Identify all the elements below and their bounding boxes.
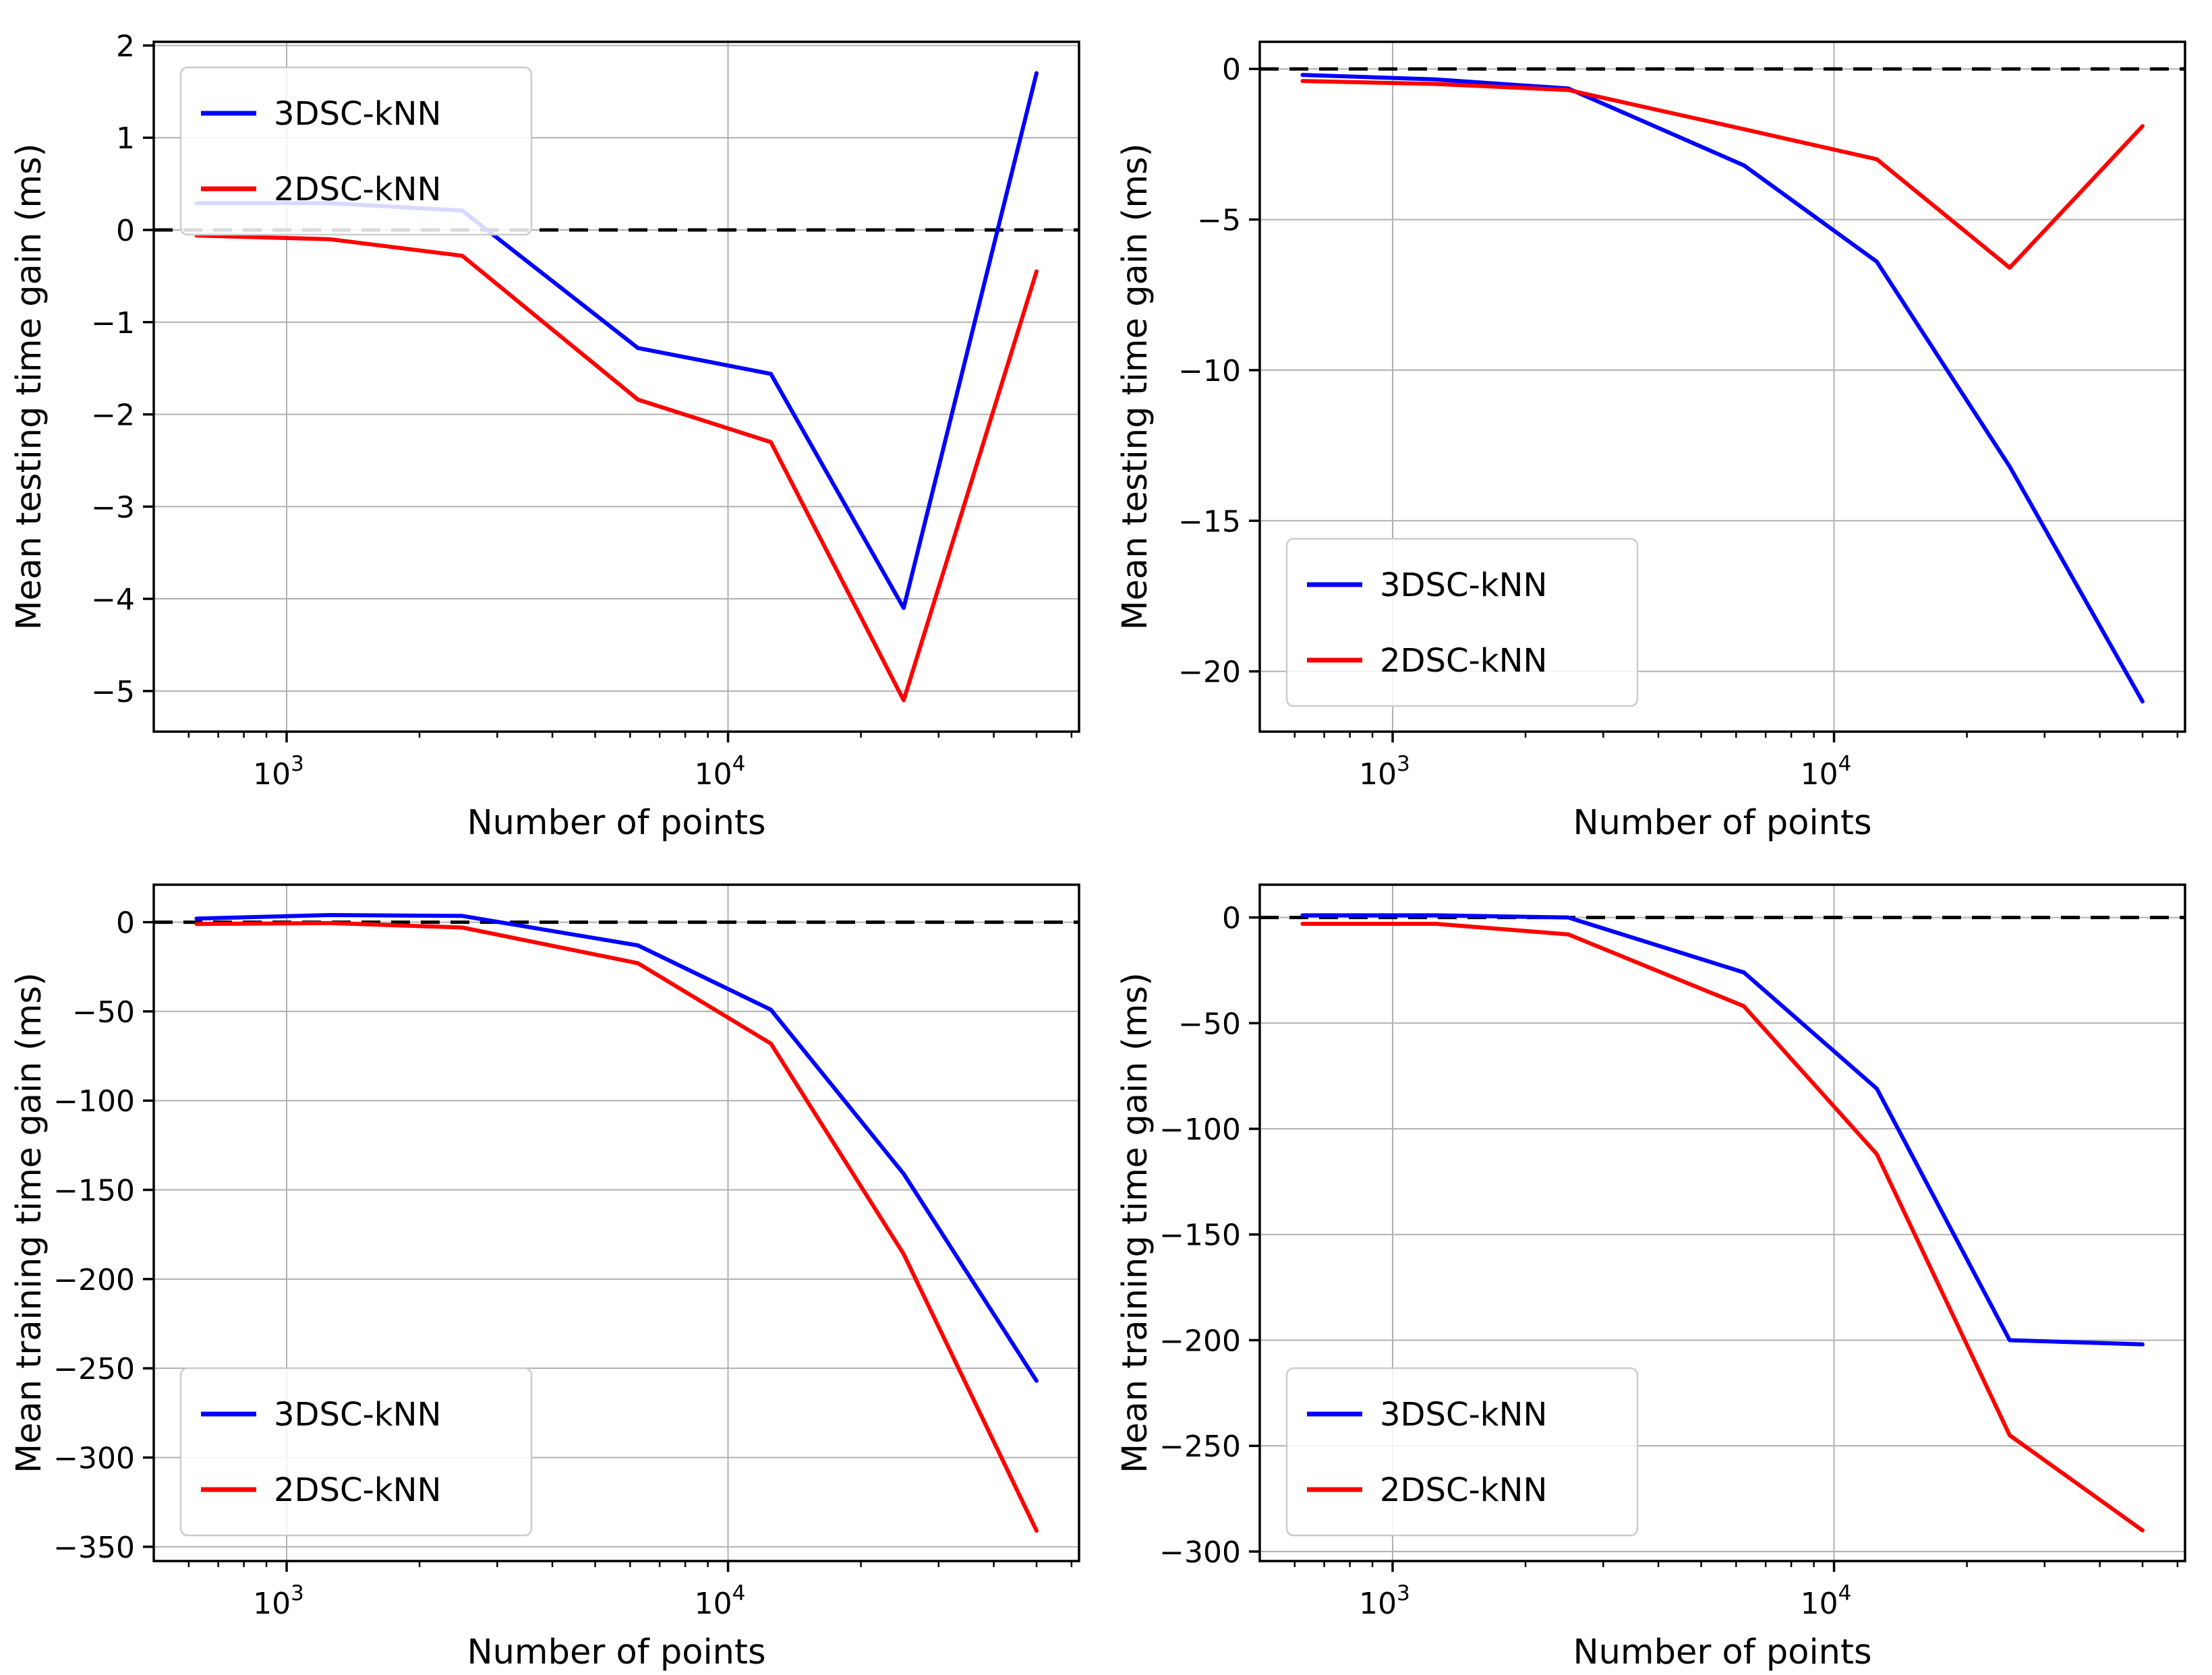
- y-tick-label: −2: [91, 399, 135, 433]
- x-tick-label: 104: [695, 1581, 746, 1621]
- y-tick-label: −50: [72, 995, 135, 1030]
- y-axis-label: Mean testing time gain (ms): [1115, 144, 1155, 630]
- y-tick-label: −10: [1178, 354, 1241, 388]
- y-tick-label: −100: [1159, 1113, 1241, 1147]
- legend-label: 3DSC-kNN: [274, 95, 441, 133]
- y-tick-label: −150: [53, 1174, 135, 1208]
- y-tick-label: −250: [1159, 1430, 1241, 1464]
- x-tick-label: 103: [1359, 1581, 1410, 1621]
- y-tick-label: 1: [116, 121, 135, 156]
- series-line-3dsc-knn: [194, 913, 1039, 1383]
- subplot-top-right: 103 104 0 −5 −10 −15 −20 Number of points Mean t…: [1115, 40, 2186, 843]
- series-line-3dsc-knn: [1300, 913, 2145, 1347]
- x-axis-label: Number of points: [467, 803, 765, 843]
- legend-box: [179, 1367, 533, 1537]
- legend-label: 2DSC-kNN: [274, 171, 441, 208]
- y-tick-label: −300: [53, 1442, 135, 1476]
- legend-label: 3DSC-kNN: [1380, 1396, 1547, 1434]
- legend: 3DSC-kNN 2DSC-kNN: [179, 1367, 533, 1537]
- legend-box: [1285, 537, 1639, 707]
- y-axis-label: Mean training time gain (ms): [1115, 972, 1155, 1473]
- y-axis-label: Mean testing time gain (ms): [9, 144, 49, 630]
- x-tick-label: 104: [695, 752, 746, 792]
- y-tick-label: −5: [1197, 204, 1241, 238]
- x-tick-label: 104: [1801, 1581, 1852, 1621]
- y-tick-label: −5: [91, 675, 135, 709]
- y-tick-label: −100: [53, 1084, 135, 1119]
- y-tick-label: −20: [1178, 655, 1241, 690]
- y-tick-label: −150: [1159, 1218, 1241, 1253]
- y-tick-label: −200: [1159, 1324, 1241, 1358]
- y-tick-label: 2: [116, 29, 135, 63]
- y-tick-label: −250: [53, 1352, 135, 1386]
- legend-label: 3DSC-kNN: [274, 1396, 441, 1434]
- legend-box: [1285, 1367, 1639, 1537]
- axes-frame: [1258, 883, 2186, 1562]
- y-tick-label: −50: [1178, 1007, 1241, 1041]
- legend-label: 2DSC-kNN: [1380, 642, 1547, 680]
- legend-label: 2DSC-kNN: [274, 1471, 441, 1509]
- x-tick-label: 104: [1801, 752, 1852, 792]
- legend: 3DSC-kNN 2DSC-kNN: [179, 66, 533, 236]
- y-tick-label: 0: [116, 214, 135, 248]
- legend: 3DSC-kNN 2DSC-kNN: [1285, 537, 1639, 707]
- x-tick-label: 103: [1359, 752, 1410, 792]
- series-line-2dsc-knn: [1300, 79, 2145, 270]
- axes-frame: [152, 40, 1080, 733]
- x-tick-label: 103: [253, 752, 304, 792]
- x-axis-label: Number of points: [1573, 1633, 1871, 1672]
- subplot-bottom-right: 103 104 0 −50 −100 −150 −200 −250 −300 Number of …: [1115, 883, 2186, 1672]
- y-tick-label: −350: [53, 1531, 135, 1565]
- legend-box: [179, 66, 533, 236]
- y-tick-label: −4: [91, 583, 135, 617]
- series-line-2dsc-knn: [194, 233, 1039, 703]
- legend-label: 3DSC-kNN: [1380, 566, 1547, 604]
- y-tick-label: 0: [1222, 902, 1241, 936]
- y-tick-label: 0: [1222, 53, 1241, 87]
- y-tick-label: −15: [1178, 504, 1241, 539]
- y-axis-label: Mean training time gain (ms): [9, 972, 49, 1473]
- axes-frame: [152, 883, 1080, 1562]
- x-axis-label: Number of points: [1573, 803, 1871, 843]
- y-tick-label: −200: [53, 1263, 135, 1297]
- legend-label: 2DSC-kNN: [1380, 1471, 1547, 1509]
- axes-frame: [1258, 40, 2186, 733]
- legend: 3DSC-kNN 2DSC-kNN: [1285, 1367, 1639, 1537]
- y-tick-label: 0: [116, 906, 135, 941]
- series-line-2dsc-knn: [194, 920, 1039, 1533]
- y-tick-label: −300: [1159, 1535, 1241, 1570]
- subplot-bottom-left: 103 104 0 −50 −100 −150 −200 −250 −300 −350 Number…: [9, 883, 1080, 1672]
- x-axis-label: Number of points: [467, 1633, 765, 1672]
- series-line-3dsc-knn: [1300, 73, 2145, 704]
- series-line-2dsc-knn: [1300, 922, 2145, 1533]
- y-tick-label: −1: [91, 306, 135, 341]
- x-tick-label: 103: [253, 1581, 304, 1621]
- subplot-top-left: 103 104 2 1 0 −1 −2 −3 −4 −5 Number of points Mean …: [9, 29, 1080, 843]
- y-tick-label: −3: [91, 490, 135, 525]
